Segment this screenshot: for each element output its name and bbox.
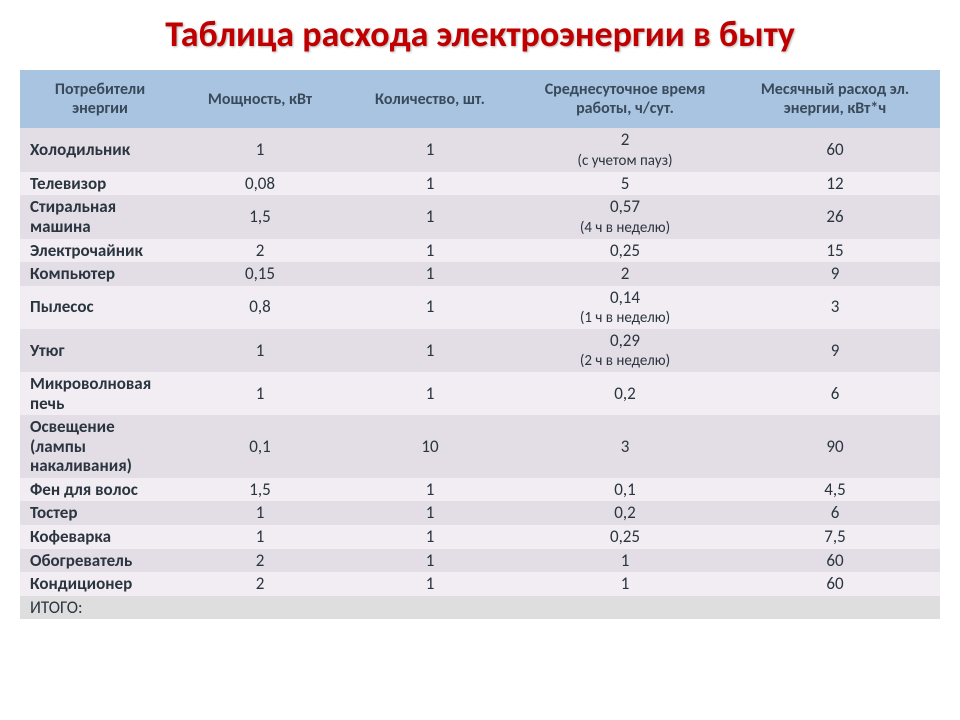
cell-monthly: 60: [730, 572, 940, 596]
cell-monthly: 3: [730, 286, 940, 329]
cell-qty: 1: [340, 239, 520, 263]
cell-monthly: 12: [730, 172, 940, 196]
cell-power: 1: [180, 525, 340, 549]
col-qty: Количество, шт.: [340, 70, 520, 128]
cell-consumer: Холодильник: [20, 128, 180, 171]
col-power: Мощность, кВт: [180, 70, 340, 128]
table-header-row: Потребители энергии Мощность, кВт Количе…: [20, 70, 940, 128]
footer-cell: [340, 596, 520, 620]
cell-power: 1: [180, 372, 340, 415]
energy-table: Потребители энергии Мощность, кВт Количе…: [20, 70, 940, 619]
cell-monthly: 26: [730, 195, 940, 238]
cell-qty: 1: [340, 262, 520, 286]
cell-monthly: 6: [730, 501, 940, 525]
table-row: Обогреватель21160: [20, 549, 940, 573]
cell-qty: 1: [340, 549, 520, 573]
cell-qty: 1: [340, 195, 520, 238]
table-row: Телевизор0,081512: [20, 172, 940, 196]
cell-consumer: Стиральная машина: [20, 195, 180, 238]
cell-time: 0,2: [520, 501, 730, 525]
cell-time: 0,57(4 ч в неделю): [520, 195, 730, 238]
cell-time: 0,25: [520, 239, 730, 263]
cell-qty: 1: [340, 172, 520, 196]
cell-power: 0,15: [180, 262, 340, 286]
cell-consumer: Обогреватель: [20, 549, 180, 573]
table-row: Кофеварка110,257,5: [20, 525, 940, 549]
cell-consumer: Микроволновая печь: [20, 372, 180, 415]
cell-time: 0,29(2 ч в неделю): [520, 329, 730, 372]
table-row: Стиральная машина1,510,57(4 ч в неделю)2…: [20, 195, 940, 238]
cell-time: 0,14(1 ч в неделю): [520, 286, 730, 329]
cell-consumer: Кофеварка: [20, 525, 180, 549]
cell-consumer: Тостер: [20, 501, 180, 525]
cell-time: 1: [520, 572, 730, 596]
cell-power: 2: [180, 549, 340, 573]
col-consumer: Потребители энергии: [20, 70, 180, 128]
cell-qty: 10: [340, 415, 520, 478]
cell-qty: 1: [340, 286, 520, 329]
table-row: Утюг110,29(2 ч в неделю)9: [20, 329, 940, 372]
cell-consumer: Кондиционер: [20, 572, 180, 596]
cell-monthly: 90: [730, 415, 940, 478]
cell-power: 1: [180, 501, 340, 525]
cell-time: 5: [520, 172, 730, 196]
cell-consumer: Пылесос: [20, 286, 180, 329]
cell-qty: 1: [340, 128, 520, 171]
cell-monthly: 7,5: [730, 525, 940, 549]
cell-consumer: Освещение (лампы накаливания): [20, 415, 180, 478]
cell-consumer: Компьютер: [20, 262, 180, 286]
cell-power: 2: [180, 239, 340, 263]
cell-consumer: Утюг: [20, 329, 180, 372]
table-row: Тостер110,26: [20, 501, 940, 525]
cell-time: 0,1: [520, 478, 730, 502]
table-footer-row: ИТОГО:: [20, 596, 940, 620]
footer-cell: [520, 596, 730, 620]
cell-monthly: 15: [730, 239, 940, 263]
col-monthly: Месячный расход эл. энергии, кВт*ч: [730, 70, 940, 128]
cell-time: 2: [520, 262, 730, 286]
cell-monthly: 9: [730, 329, 940, 372]
cell-qty: 1: [340, 329, 520, 372]
table-row: Электрочайник210,2515: [20, 239, 940, 263]
cell-monthly: 60: [730, 549, 940, 573]
table-row: Фен для волос1,510,14,5: [20, 478, 940, 502]
cell-consumer: Фен для волос: [20, 478, 180, 502]
page-title: Таблица расхода электроэнергии в быту: [0, 0, 960, 70]
footer-cell: [180, 596, 340, 620]
cell-time: 0,2: [520, 372, 730, 415]
cell-power: 1,5: [180, 478, 340, 502]
cell-power: 1: [180, 329, 340, 372]
cell-monthly: 9: [730, 262, 940, 286]
cell-qty: 1: [340, 372, 520, 415]
cell-consumer: Телевизор: [20, 172, 180, 196]
table-row: Компьютер0,15129: [20, 262, 940, 286]
cell-power: 0,08: [180, 172, 340, 196]
cell-qty: 1: [340, 478, 520, 502]
table-row: Микроволновая печь110,26: [20, 372, 940, 415]
cell-qty: 1: [340, 525, 520, 549]
cell-time: 1: [520, 549, 730, 573]
cell-monthly: 4,5: [730, 478, 940, 502]
cell-time: 3: [520, 415, 730, 478]
footer-label: ИТОГО:: [20, 596, 180, 620]
cell-power: 2: [180, 572, 340, 596]
table-row: Кондиционер21160: [20, 572, 940, 596]
table-row: Пылесос0,810,14(1 ч в неделю)3: [20, 286, 940, 329]
cell-monthly: 6: [730, 372, 940, 415]
cell-time: 2(с учетом пауз): [520, 128, 730, 171]
cell-consumer: Электрочайник: [20, 239, 180, 263]
cell-power: 1,5: [180, 195, 340, 238]
footer-cell: [730, 596, 940, 620]
cell-power: 0,8: [180, 286, 340, 329]
cell-monthly: 60: [730, 128, 940, 171]
col-time: Среднесуточное время работы, ч/сут.: [520, 70, 730, 128]
cell-power: 0,1: [180, 415, 340, 478]
table-row: Холодильник112(с учетом пауз)60: [20, 128, 940, 171]
cell-time: 0,25: [520, 525, 730, 549]
cell-power: 1: [180, 128, 340, 171]
table-row: Освещение (лампы накаливания)0,110390: [20, 415, 940, 478]
cell-qty: 1: [340, 572, 520, 596]
cell-qty: 1: [340, 501, 520, 525]
